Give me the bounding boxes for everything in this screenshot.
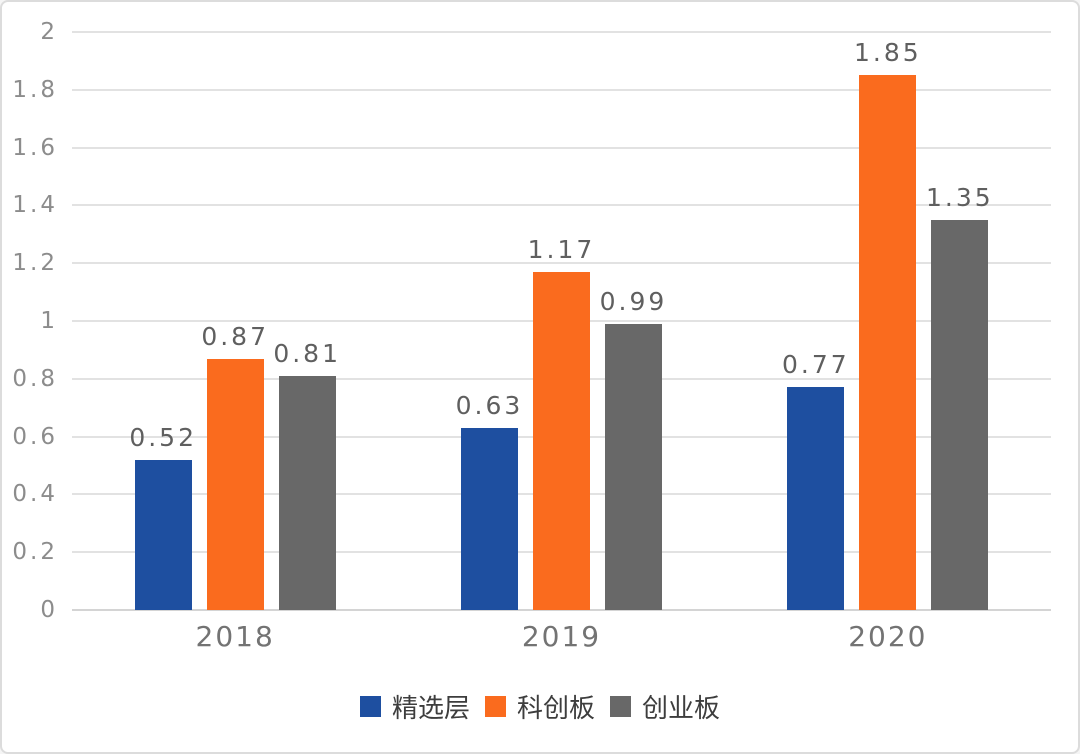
y-tick-label: 1.8 [12,76,58,103]
bar-精选层-2020: 0.77 [782,350,847,610]
y-tick-label: 1 [40,308,58,334]
legend-item-精选层: 精选层 [359,688,470,725]
y-tick-label: 0.4 [12,481,58,508]
bar-value-label: 0.87 [201,321,269,351]
bar-group-2018: 0.52 0.87 0.81 [72,32,398,610]
legend-swatch-科创板 [484,696,506,717]
legend-label-科创板: 科创板 [516,694,595,724]
plot-area: 0.52 0.87 0.81 0.63 1.17 0.99 0.77 1.85 1.35 [72,31,1051,611]
y-tick-label: 2 [40,19,58,45]
gridline [72,204,1051,207]
y-tick-label: 0.2 [12,539,58,566]
legend-swatch-精选层 [359,696,381,717]
legend-label-创业板: 创业板 [642,694,721,724]
legend-swatch-创业板 [610,696,631,717]
bar-精选层-2019: 0.63 [456,391,520,610]
x-axis-label-2018: 2018 [195,620,275,653]
y-tick-label: 1.4 [12,192,58,219]
gridline [72,88,1051,91]
y-tick-label: 0.8 [12,365,58,392]
bar-科创板-2018: 0.87 [201,322,266,610]
x-axis-label-2019: 2019 [521,620,602,653]
legend-item-创业板: 创业板 [610,688,720,725]
bar-科创板-2019: 1.17 [528,235,592,610]
bar-value-label: 0.52 [129,422,197,452]
x-axis: 2018 2019 2020 [72,620,1051,653]
bar-group-2020: 0.77 1.85 1.35 [725,32,1051,610]
bar-精选层-2018: 0.52 [129,423,194,610]
bar-value-label: 1.17 [527,234,596,264]
bar-group-2019: 0.63 1.17 0.99 [398,32,724,610]
y-tick-label: 1.2 [12,250,58,277]
gridline [72,146,1051,149]
y-tick-label: 0.6 [12,423,58,450]
legend-label-精选层: 精选层 [391,694,470,724]
axis-baseline [72,609,1051,611]
bar-value-label: 0.63 [455,390,524,420]
bar-创业板-2019: 0.99 [600,287,664,610]
gridline [72,31,1051,33]
bar-value-label: 0.99 [599,286,668,316]
y-tick-label: 1.6 [12,134,58,161]
gridline [72,262,1051,265]
bar-创业板-2020: 1.35 [926,183,991,610]
bar-创业板-2018: 0.81 [273,339,338,610]
y-tick-label: 0 [40,597,58,623]
bar-value-label: 0.77 [781,350,850,380]
bar-value-label: 1.35 [925,182,994,212]
x-axis-label-2020: 2020 [848,620,928,653]
bar-groups: 0.52 0.87 0.81 0.63 1.17 0.99 0.77 1.85 1.35 [72,32,1051,610]
legend-item-科创板: 科创板 [484,688,595,725]
bar-value-label: 1.85 [853,38,922,68]
legend: 精选层 科创板 创业板 [2,688,1078,725]
y-axis: 0 0.2 0.4 0.6 0.8 1 1.2 1.4 1.6 1.8 2 [2,19,58,623]
bar-科创板-2020: 1.85 [854,38,919,610]
bar-value-label: 0.81 [273,338,341,368]
